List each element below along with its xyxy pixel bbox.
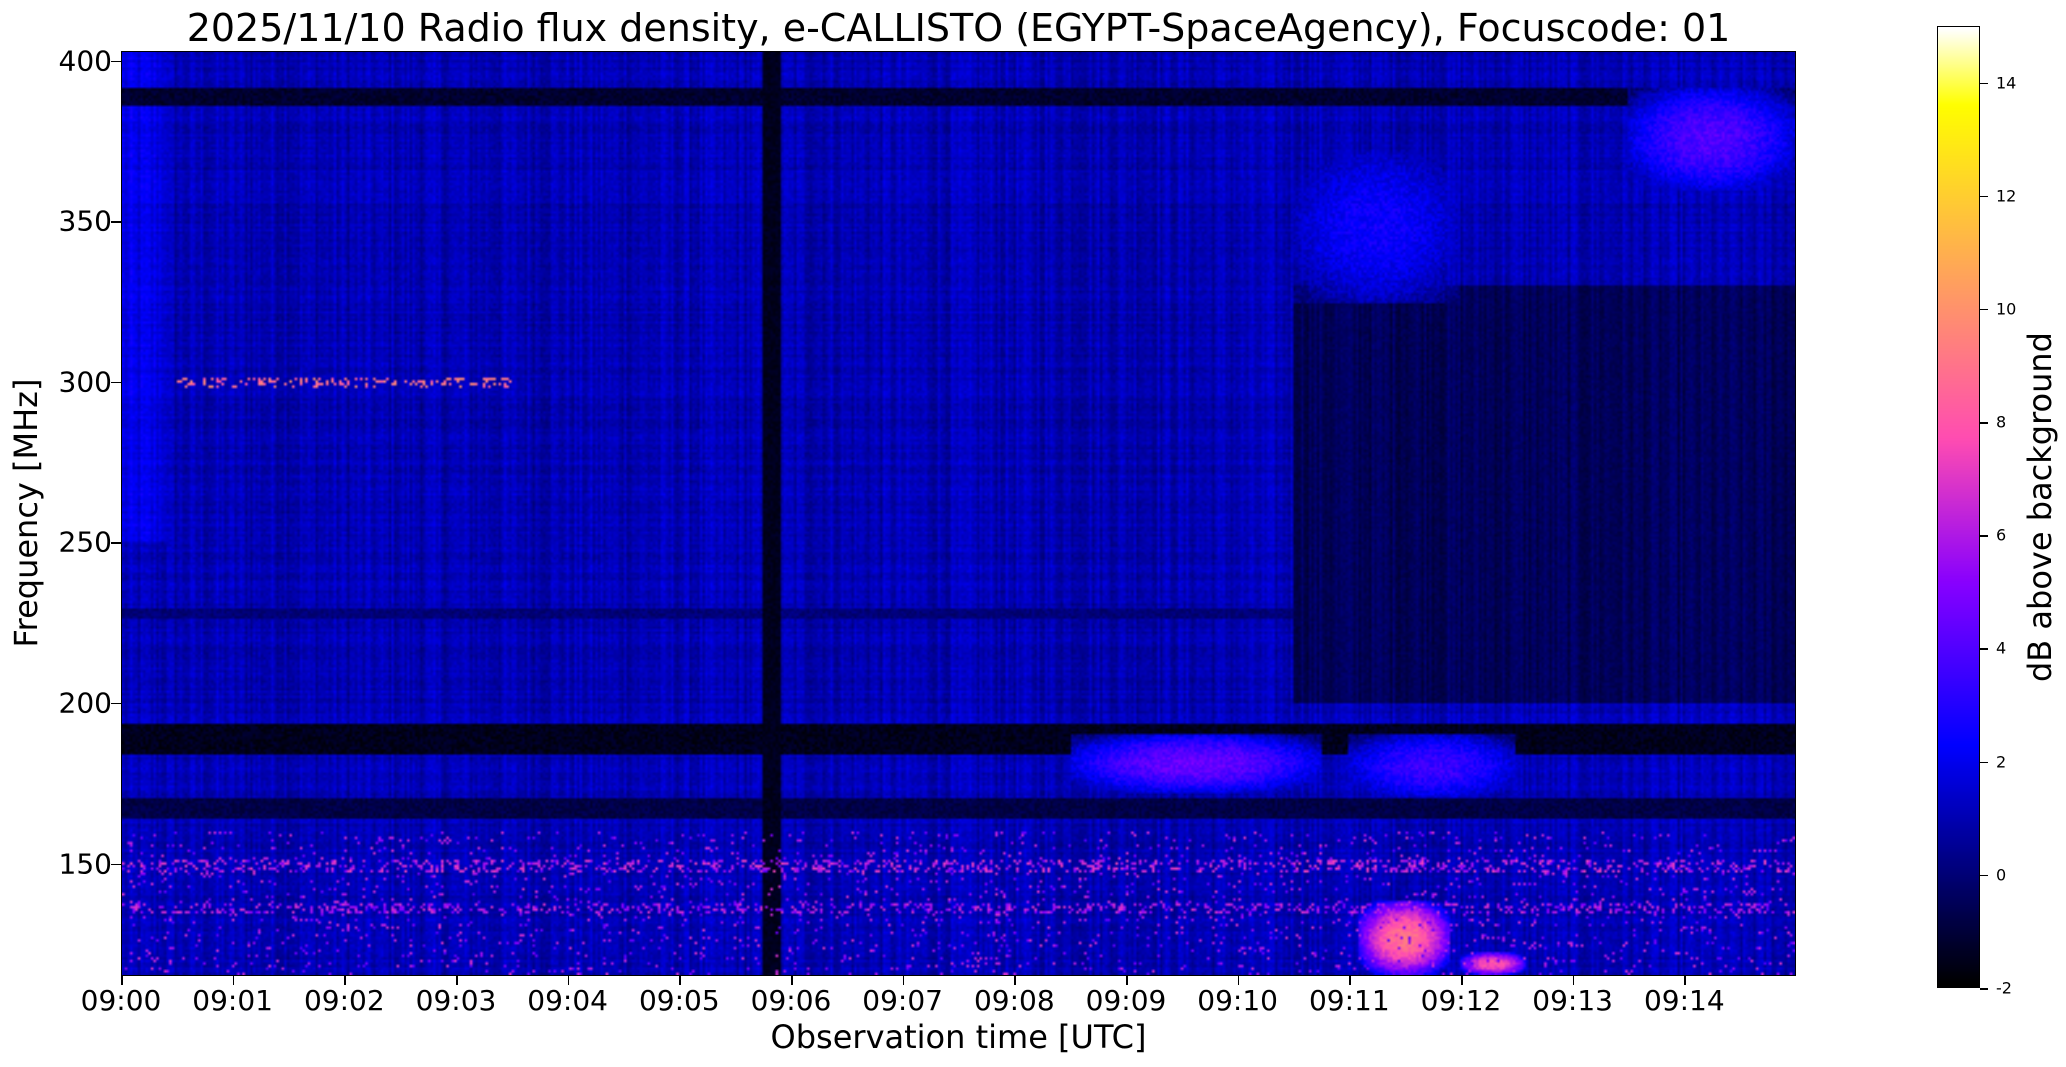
x-tick-mark (1014, 976, 1016, 985)
x-tick-mark (1349, 976, 1351, 985)
x-tick-mark (902, 976, 905, 985)
x-tick-mark (121, 976, 123, 985)
x-tick-mark (1126, 976, 1128, 985)
y-tick-mark (111, 60, 121, 63)
x-tick-mark (1237, 976, 1240, 985)
colorbar-tick-label: 8 (1996, 412, 2007, 432)
x-tick-label: 09:10 (1197, 984, 1279, 1017)
y-tick-mark (111, 542, 121, 544)
spectrogram-heatmap (122, 52, 1795, 975)
plot-area (121, 51, 1796, 976)
x-axis-label: Observation time [UTC] (770, 1018, 1147, 1056)
x-tick-label: 09:01 (192, 984, 274, 1017)
x-tick-label: 09:12 (1420, 984, 1502, 1017)
x-tick-label: 09:00 (80, 984, 162, 1017)
y-axis-label: Frequency [MHz] (7, 378, 45, 648)
y-tick-label: 250 (58, 525, 112, 559)
x-tick-label: 09:11 (1308, 984, 1390, 1017)
x-tick-label: 09:07 (862, 984, 944, 1017)
x-tick-mark (567, 976, 570, 985)
colorbar-tick-mark (1980, 648, 1988, 650)
colorbar-tick-label: 6 (1996, 525, 2007, 545)
colorbar-label: dB above background (2021, 332, 2059, 682)
colorbar-tick-label: 10 (1996, 299, 2017, 319)
x-tick-label: 09:05 (638, 984, 720, 1017)
y-tick-mark (111, 221, 121, 223)
colorbar-tick-label: 12 (1996, 186, 2017, 206)
x-tick-label: 09:03 (415, 984, 497, 1017)
colorbar-tick-label: -2 (1996, 978, 2012, 998)
colorbar-tick-label: 0 (1996, 865, 2007, 885)
colorbar-tick-label: 14 (1996, 73, 2017, 93)
x-tick-label: 09:13 (1532, 984, 1614, 1017)
x-tick-mark (344, 976, 346, 985)
x-tick-mark (456, 976, 458, 985)
colorbar-tick-label: 4 (1996, 638, 2007, 658)
colorbar-tick-label: 2 (1996, 752, 2007, 772)
x-tick-label: 09:09 (1085, 984, 1167, 1017)
y-tick-label: 300 (58, 365, 112, 399)
y-tick-label: 400 (58, 44, 112, 78)
x-tick-label: 09:04 (527, 984, 609, 1017)
y-tick-label: 150 (58, 847, 112, 881)
colorbar-tick-mark (1980, 988, 1988, 990)
x-tick-mark (791, 976, 793, 985)
colorbar-tick-mark (1980, 422, 1988, 424)
colorbar-tick-mark (1980, 761, 1988, 764)
x-tick-label: 09:02 (303, 984, 385, 1017)
x-tick-mark (1684, 976, 1686, 985)
y-tick-mark (111, 381, 121, 384)
x-tick-mark (1572, 976, 1575, 985)
y-tick-label: 350 (58, 204, 112, 238)
chart-title: 2025/11/10 Radio flux density, e-CALLIST… (186, 6, 1731, 50)
colorbar-tick-mark (1980, 874, 1988, 877)
y-tick-mark (111, 702, 121, 705)
x-tick-label: 09:06 (750, 984, 832, 1017)
x-tick-mark (679, 976, 681, 985)
colorbar-tick-mark (1980, 82, 1988, 85)
x-tick-mark (232, 976, 235, 985)
colorbar (1937, 26, 1980, 988)
x-tick-mark (1461, 976, 1463, 985)
colorbar-tick-mark (1980, 535, 1988, 537)
x-tick-label: 09:14 (1643, 984, 1725, 1017)
colorbar-tick-mark (1980, 308, 1988, 311)
x-tick-label: 09:08 (973, 984, 1055, 1017)
y-tick-label: 200 (58, 686, 112, 720)
y-tick-mark (111, 863, 121, 866)
colorbar-tick-mark (1980, 195, 1988, 198)
